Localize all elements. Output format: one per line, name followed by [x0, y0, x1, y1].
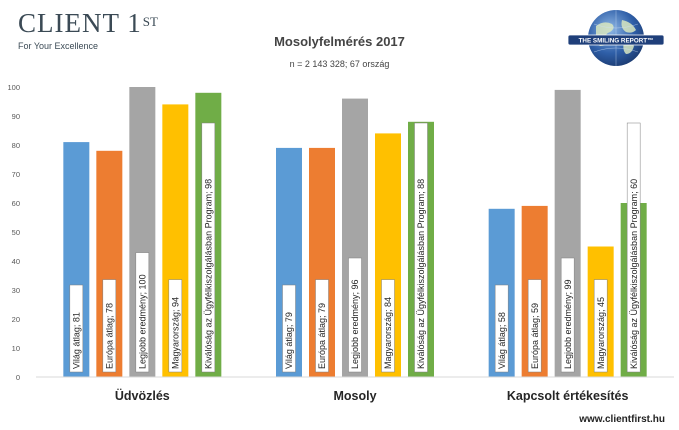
data-label-box [315, 279, 329, 373]
data-label: Európa átlag; 78 [102, 279, 117, 373]
data-label-box [560, 257, 575, 373]
y-axis: 0 10 20 30 40 50 60 70 80 90 100 [7, 83, 20, 382]
globe-land [595, 20, 636, 54]
data-label: Legjobb eredmény; 96 [348, 257, 362, 373]
data-label-box [69, 284, 84, 373]
y-tick-label: 60 [12, 199, 20, 208]
data-label-box [102, 279, 117, 373]
data-label: Legjobb eredmény; 100 [135, 252, 150, 373]
data-label-box [626, 122, 641, 373]
data-label: Kiválóság az Ügyfélkiszolgálásban Progra… [626, 122, 641, 373]
x-axis: Üdvözlés Mosoly Kapcsolt értékesítés [115, 388, 629, 403]
y-tick-label: 40 [12, 257, 20, 266]
x-category-label: Kapcsolt értékesítés [507, 389, 629, 403]
y-tick-label: 70 [12, 170, 20, 179]
data-label-text: Európa átlag; 59 [530, 303, 540, 369]
data-label-box [168, 279, 183, 373]
data-label-text: Kiválóság az Ügyfélkiszolgálásban Progra… [629, 179, 639, 369]
smiling-report-globe-logo: THE SMILING REPORT™ [567, 10, 665, 66]
chart-title: Mosolyfelmérés 2017 [274, 34, 405, 49]
x-category-label: Mosoly [333, 389, 376, 403]
y-tick-label: 10 [12, 344, 20, 353]
data-label: Világ átlag; 79 [282, 284, 296, 373]
smiling-report-banner [567, 34, 665, 46]
data-label-text: Magyarország; 45 [596, 297, 606, 369]
data-label-text: Magyarország; 84 [383, 297, 393, 369]
y-tick-label: 20 [12, 315, 20, 324]
x-category-label: Üdvözlés [115, 388, 170, 403]
chart-subtitle: n = 2 143 328; 67 ország [289, 59, 390, 69]
data-label: Kiválóság az Ügyfélkiszolgálásban Progra… [414, 122, 428, 373]
footer-website-url: www.clientfirst.hu [579, 414, 665, 425]
data-label-text: Európa átlag; 79 [317, 303, 327, 369]
data-label-text: Magyarország; 94 [171, 297, 181, 369]
data-label-box [593, 279, 608, 373]
data-label-text: Európa átlag; 78 [105, 303, 115, 369]
data-label-text: Legjobb eredmény; 96 [350, 279, 360, 369]
bars: Világ átlag; 81 Európa átlag; 78 Legjobb e… [63, 87, 647, 378]
brand-name-superscript: ST [142, 13, 158, 29]
y-tick-label: 50 [12, 228, 20, 237]
y-tick-label: 30 [12, 286, 20, 295]
brand-name: CLIENT 1 [18, 8, 142, 38]
y-tick-label: 80 [12, 141, 20, 150]
data-label: Magyarország; 45 [593, 279, 608, 373]
y-tick-label: 0 [16, 373, 20, 382]
data-label-text: Legjobb eredmény; 99 [563, 279, 573, 369]
data-label-box [381, 279, 395, 373]
data-label: Kiválóság az Ügyfélkiszolgálásban Progra… [201, 122, 216, 373]
data-label-text: Világ átlag; 79 [284, 312, 294, 369]
data-label-box [201, 122, 216, 373]
data-label: Magyarország; 94 [168, 279, 183, 373]
data-label: Világ átlag; 58 [494, 284, 509, 373]
data-label-box [282, 284, 296, 373]
data-label: Európa átlag; 79 [315, 279, 329, 373]
data-label-box [348, 257, 362, 373]
brand-tagline: For Your Excellence [18, 41, 99, 51]
data-label-box [527, 279, 542, 373]
data-label-text: Kiválóság az Ügyfélkiszolgálásban Progra… [204, 179, 214, 369]
data-label-box [494, 284, 509, 373]
data-label-text: Világ átlag; 58 [497, 312, 507, 369]
y-tick-label: 90 [12, 112, 20, 121]
smiling-report-banner-text: THE SMILING REPORT™ [579, 37, 654, 44]
y-tick-label: 100 [7, 83, 20, 92]
data-label: Világ átlag; 81 [69, 284, 84, 373]
data-label-text: Legjobb eredmény; 100 [138, 274, 148, 369]
brand-logo: CLIENT 1ST For Your Excellence [18, 8, 158, 51]
data-label-text: Világ átlag; 81 [72, 312, 82, 369]
data-label-box [135, 252, 150, 373]
data-label: Európa átlag; 59 [527, 279, 542, 373]
data-label-text: Kiválóság az Ügyfélkiszolgálásban Progra… [416, 179, 426, 369]
data-label: Magyarország; 84 [381, 279, 395, 373]
data-label: Legjobb eredmény; 99 [560, 257, 575, 373]
data-label-box [414, 122, 428, 373]
